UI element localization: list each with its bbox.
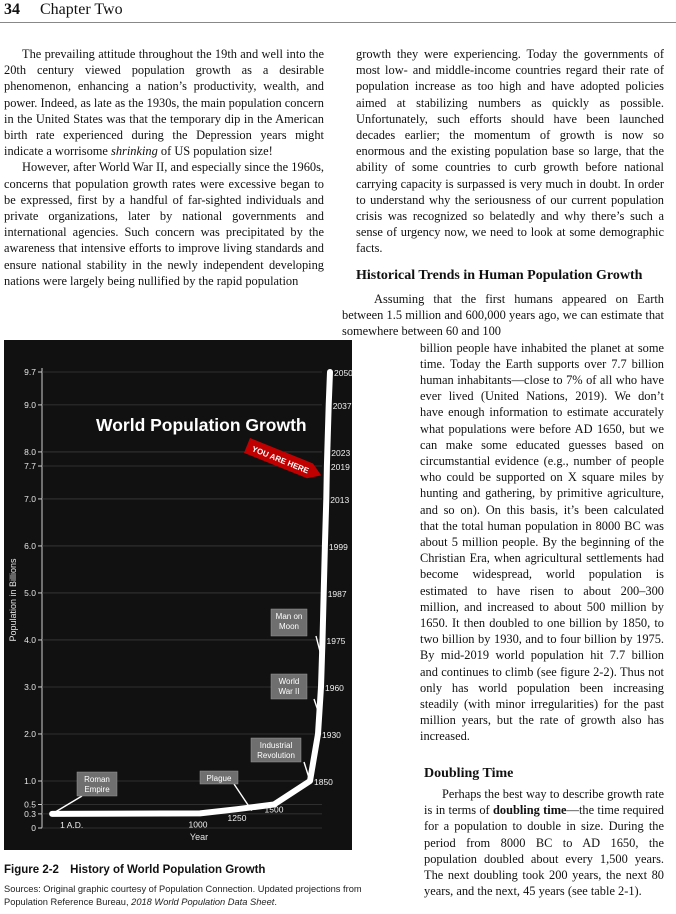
data-point xyxy=(319,685,323,689)
annotation-pointer xyxy=(233,783,253,811)
annotation-label: Plague xyxy=(207,774,232,783)
historical-trends-body: Assuming that the first humans appeared … xyxy=(342,291,664,745)
year-label: 1000 xyxy=(189,819,208,829)
chapter-title: Chapter Two xyxy=(40,1,123,18)
year-label: 2050 xyxy=(334,368,352,378)
y-tick-label: 1.0 xyxy=(24,776,36,786)
header-rule xyxy=(0,22,676,23)
y-tick-label: 8.0 xyxy=(24,447,36,457)
y-tick-label: 0 xyxy=(31,823,36,833)
annotation-pointer xyxy=(313,698,321,716)
y-tick-label: 6.0 xyxy=(24,541,36,551)
annotation-label: Man on xyxy=(276,612,303,621)
year-label: 1960 xyxy=(325,683,344,693)
annotation-label: Revolution xyxy=(257,751,295,760)
annotation-pointer xyxy=(315,635,323,659)
annotation-box xyxy=(250,737,302,763)
page-number: 34 xyxy=(4,1,20,18)
y-tick-label: 9.0 xyxy=(24,400,36,410)
year-label: 1930 xyxy=(322,730,341,740)
x-axis-label: Year xyxy=(190,832,208,842)
left-column: The prevailing attitude throughout the 1… xyxy=(4,46,324,289)
annotation-label: Roman xyxy=(84,775,110,784)
paragraph: However, after World War II, and especia… xyxy=(4,160,324,288)
section-heading-historical-trends: Historical Trends in Human Population Gr… xyxy=(356,268,643,283)
paragraph: Assuming that the first humans appeared … xyxy=(342,292,664,339)
data-point xyxy=(325,464,329,468)
you-are-here-arrow xyxy=(244,438,322,479)
right-column-top: growth they were experiencing. Today the… xyxy=(356,46,664,257)
paragraph: Perhaps the best way to describe growth … xyxy=(424,787,664,899)
y-tick-label: 0.3 xyxy=(24,809,36,819)
chart-title: World Population Growth xyxy=(96,415,307,435)
data-point xyxy=(323,544,327,548)
year-label: 1987 xyxy=(328,589,347,599)
year-label: 1250 xyxy=(228,813,247,823)
annotation-label: World xyxy=(279,677,300,686)
data-point xyxy=(328,370,332,374)
annotation-pointer xyxy=(303,761,311,782)
data-point xyxy=(320,638,325,642)
year-label: 2013 xyxy=(330,495,349,505)
y-tick-label: 2.0 xyxy=(24,729,36,739)
y-tick-label: 9.7 xyxy=(24,367,36,377)
annotation-box xyxy=(270,673,308,700)
year-label: 1999 xyxy=(329,542,348,552)
data-point xyxy=(272,802,276,807)
year-label: 2019 xyxy=(331,462,350,472)
year-label: 2037 xyxy=(333,401,352,411)
y-tick-label: 5.0 xyxy=(24,588,36,598)
annotation-label: Industrial xyxy=(260,741,293,750)
data-point xyxy=(235,807,239,811)
data-point xyxy=(322,591,326,595)
data-point xyxy=(325,450,329,454)
year-label: 1975 xyxy=(327,636,346,646)
y-tick-label: 7.7 xyxy=(24,461,36,471)
figure-caption: Figure 2-2 History of World Population G… xyxy=(4,864,265,876)
annotation-box xyxy=(199,770,239,785)
annotation-box xyxy=(270,608,308,637)
annotation-label: Empire xyxy=(84,785,110,794)
year-label: 1 A.D. xyxy=(60,820,83,830)
paragraph: The prevailing attitude throughout the 1… xyxy=(4,47,324,159)
data-point xyxy=(327,403,331,407)
paragraph-wrapped: billion people have inhabited the planet… xyxy=(420,340,664,744)
figure-number: Figure 2-2 xyxy=(4,864,59,876)
doubling-time-body: Perhaps the best way to describe growth … xyxy=(424,786,664,899)
paragraph: growth they were experiencing. Today the… xyxy=(356,47,664,256)
y-tick-label: 3.0 xyxy=(24,682,36,692)
annotation-pointer xyxy=(51,795,83,815)
annotation-box xyxy=(76,771,118,797)
figure-source: Sources: Original graphic courtesy of Po… xyxy=(4,884,362,907)
population-chart: 9.7 9.0 8.0 7.7 7.0 6.0 5.0 4.0 3.0 2.0 1.0 0.50.3 0… xyxy=(8,367,353,842)
annotation-label: Moon xyxy=(279,622,299,631)
year-label: 2023 xyxy=(331,448,350,458)
year-label: 1850 xyxy=(314,777,333,787)
data-point xyxy=(198,811,202,816)
annotation-label: War II xyxy=(278,687,299,696)
year-label: 1500 xyxy=(265,804,284,814)
y-axis-label: Population in Billions xyxy=(8,558,18,642)
y-tick-label: 4.0 xyxy=(24,635,36,645)
you-are-here-marker: YOU ARE HERE xyxy=(244,438,322,479)
page-header: 34 Chapter Two xyxy=(0,0,676,23)
population-chart-figure: 9.7 9.0 8.0 7.7 7.0 6.0 5.0 4.0 3.0 2.0 1.0 0.5 0.3 0… xyxy=(4,340,353,850)
data-point xyxy=(324,497,328,501)
data-point xyxy=(316,732,320,736)
figure-title: History of World Population Growth xyxy=(70,864,266,876)
section-heading-doubling-time: Doubling Time xyxy=(424,766,514,781)
y-tick-label: 7.0 xyxy=(24,494,36,504)
y-tick-label: 0.5 xyxy=(24,799,36,809)
